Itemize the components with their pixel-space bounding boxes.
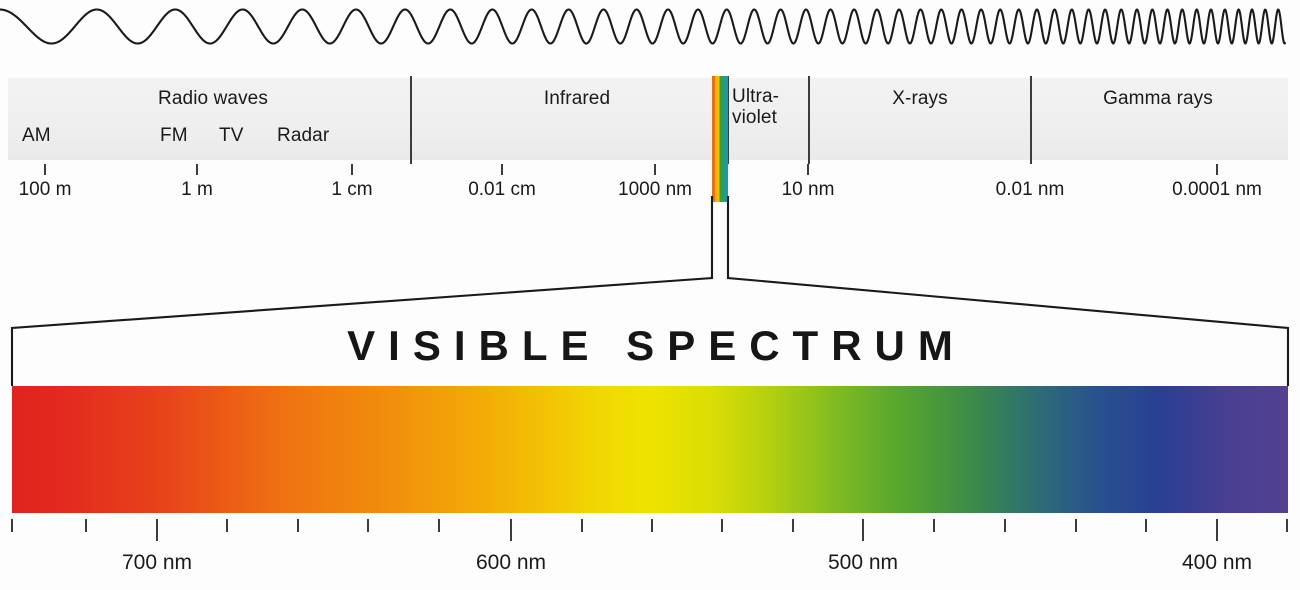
em-scale-tick [1216, 164, 1218, 175]
spectrum-tick-minor [1145, 519, 1147, 532]
em-scale-tick [807, 164, 809, 175]
spectrum-tick-major [510, 519, 512, 541]
spectrum-tick-major [156, 519, 158, 541]
spectrum-scale-label: 400 nm [1181, 551, 1253, 574]
band-label-xrays: X-rays [892, 88, 948, 109]
page-title: VISIBLE SPECTRUM [347, 322, 966, 369]
band-sublabel-tv: TV [219, 125, 244, 146]
band-divider-radio-infrared [410, 76, 412, 164]
spectrum-tick-minor [933, 519, 935, 532]
em-scale-label: 10 nm [781, 179, 835, 200]
em-scale-label: 0.0001 nm [1172, 179, 1262, 200]
band-divider-xray-gamma [1030, 76, 1032, 164]
magnifier-funnel [10, 196, 1290, 386]
em-scale-label: 1 m [181, 179, 213, 200]
band-divider-visible-uv [727, 76, 729, 164]
band-sublabel-radar: Radar [277, 125, 330, 146]
em-band-background [8, 78, 1288, 160]
em-scale-tick [44, 164, 46, 175]
spectrum-tick-minor [11, 519, 13, 532]
band-label-infrared: Infrared [543, 88, 611, 109]
spectrum-tick-minor [1286, 519, 1288, 532]
spectrum-tick-minor [581, 519, 583, 532]
em-scale-label: 100 m [18, 179, 72, 200]
band-sublabel-fm: FM [160, 125, 188, 146]
spectrum-tick-major [862, 519, 864, 541]
spectrum-scale-label: 700 nm [121, 551, 193, 574]
spectrum-tick-minor [651, 519, 653, 532]
band-label-gamma-rays: Gamma rays [1103, 88, 1213, 109]
spectrum-tick-minor [367, 519, 369, 532]
em-scale-label: 0.01 cm [468, 179, 536, 200]
band-label-ultraviolet-line2: violet [732, 107, 777, 129]
electromagnetic-wave [0, 8, 1287, 45]
spectrum-tick-minor [1075, 519, 1077, 532]
visible-spectrum-gradient [12, 386, 1288, 513]
band-label-ultraviolet: Ultra- violet [732, 86, 779, 129]
em-scale-tick [501, 164, 503, 175]
spectrum-tick-minor [721, 519, 723, 532]
em-scale-tick [196, 164, 198, 175]
em-scale-label: 1000 nm [618, 179, 692, 200]
em-scale-tick [351, 164, 353, 175]
spectrum-tick-minor [297, 519, 299, 532]
band-sublabel-am: AM [22, 125, 51, 146]
visible-light-sliver [712, 76, 728, 202]
band-label-radio-waves: Radio waves [158, 88, 268, 109]
spectrum-tick-major [1216, 519, 1218, 541]
spectrum-tick-minor [438, 519, 440, 532]
spectrum-tick-minor [226, 519, 228, 532]
spectrum-scale-label: 500 nm [827, 551, 899, 574]
em-scale-tick [654, 164, 656, 175]
spectrum-scale-label: 600 nm [475, 551, 547, 574]
spectrum-tick-minor [85, 519, 87, 532]
band-divider-uv-xray [808, 76, 810, 164]
em-scale-label: 1 cm [331, 179, 373, 200]
spectrum-tick-minor [792, 519, 794, 532]
em-scale-label: 0.01 nm [995, 179, 1065, 200]
spectrum-tick-minor [1004, 519, 1006, 532]
band-label-ultraviolet-line1: Ultra- [732, 86, 780, 107]
